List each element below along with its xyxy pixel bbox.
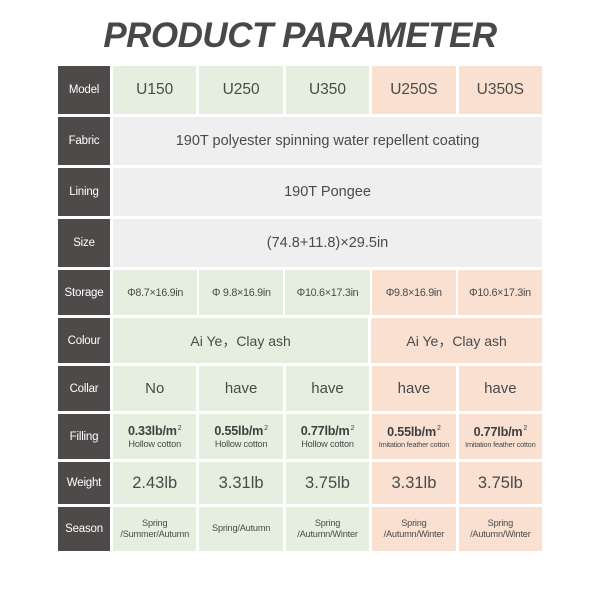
filling-material: Hollow cotton	[214, 439, 268, 449]
table-row-lining: Lining 190T Pongee	[58, 168, 542, 216]
page-title: PRODUCT PARAMETER	[103, 16, 497, 55]
cell-filling-u350: 0.77lb/m2 Hollow cotton	[285, 414, 370, 459]
cell-model-u350: U350	[285, 66, 370, 114]
cell-season-u350s: Spring /Autumn/Winter	[458, 507, 543, 551]
filling-unit-exponent: 2	[436, 425, 441, 433]
row-label-storage: Storage	[58, 270, 110, 315]
cell-weight-u350: 3.75lb	[285, 462, 370, 504]
cell-colour-premium: Ai Ye，Clay ash	[371, 318, 542, 363]
table-row-colour: Colour Ai Ye，Clay ash Ai Ye，Clay ash	[58, 318, 542, 363]
cell-lining-value: 190T Pongee	[113, 168, 542, 216]
cell-weight-u250s: 3.31lb	[372, 462, 456, 504]
table-row-filling: Filling 0.33lb/m2 Hollow cotton 0.55lb/m…	[58, 414, 543, 459]
cell-collar-u350s: have	[458, 366, 543, 411]
table-row-model: Model U150 U250 U350 U250S U350S	[58, 66, 543, 114]
cell-storage-u150: Φ8.7×16.9in	[113, 270, 198, 315]
cell-storage-u350s: Φ10.6×17.3in	[457, 270, 543, 315]
cell-collar-u250s: have	[372, 366, 456, 411]
parameter-table: Model U150 U250 U350 U250S U350S Fabric …	[58, 66, 543, 551]
row-cells-storage: Φ8.7×16.9in Φ 9.8×16.9in Φ10.6×17.3in Φ9…	[113, 270, 543, 315]
cell-fabric-value: 190T polyester spinning water repellent …	[113, 117, 542, 165]
cell-season-u250: Spring/Autumn	[199, 507, 283, 551]
row-cells-filling: 0.33lb/m2 Hollow cotton 0.55lb/m2 Hollow…	[113, 414, 543, 459]
cell-storage-u250s: Φ9.8×16.9in	[371, 270, 456, 315]
filling-material: Imitation feather cotton	[378, 439, 450, 449]
filling-unit-exponent: 2	[350, 424, 355, 432]
row-cells-weight: 2.43lb 3.31lb 3.75lb 3.31lb 3.75lb	[113, 462, 543, 504]
row-label-model: Model	[58, 66, 110, 114]
cell-season-u150: Spring /Summer/Autumn	[113, 507, 197, 551]
filling-amount: 0.33lb/m2	[127, 424, 182, 438]
season-line-2: /Autumn/Winter	[297, 529, 358, 539]
cell-weight-u350s: 3.75lb	[458, 462, 543, 504]
cell-filling-u350s: 0.77lb/m2 Imitation feather cotton	[458, 414, 543, 459]
cell-season-u350: Spring /Autumn/Winter	[285, 507, 370, 551]
cell-weight-u150: 2.43lb	[113, 462, 197, 504]
cell-filling-u150: 0.33lb/m2 Hollow cotton	[113, 414, 197, 459]
cell-collar-u350: have	[285, 366, 370, 411]
cell-colour-standard: Ai Ye，Clay ash	[113, 318, 369, 363]
cell-collar-u150: No	[113, 366, 197, 411]
table-row-weight: Weight 2.43lb 3.31lb 3.75lb 3.31lb 3.75l…	[58, 462, 543, 504]
season-line-2: /Autumn/Winter	[383, 529, 445, 539]
table-row-collar: Collar No have have have have	[58, 366, 543, 411]
row-label-season: Season	[58, 507, 110, 551]
row-cells-collar: No have have have have	[113, 366, 543, 411]
season-line-1: Spring/Autumn	[212, 523, 271, 534]
cell-collar-u250: have	[199, 366, 283, 411]
filling-unit-exponent: 2	[264, 424, 268, 432]
cell-model-u250s: U250S	[372, 66, 456, 114]
filling-unit-exponent: 2	[523, 425, 528, 433]
cell-filling-u250: 0.55lb/m2 Hollow cotton	[199, 414, 283, 459]
row-cells-colour: Ai Ye，Clay ash Ai Ye，Clay ash	[113, 318, 542, 363]
row-label-weight: Weight	[58, 462, 110, 504]
table-row-storage: Storage Φ8.7×16.9in Φ 9.8×16.9in Φ10.6×1…	[58, 270, 543, 315]
table-row-season: Season Spring /Summer/Autumn Spring/Autu…	[58, 507, 543, 551]
row-label-filling: Filling	[58, 414, 110, 459]
filling-unit-exponent: 2	[177, 424, 182, 432]
cell-storage-u250: Φ 9.8×16.9in	[199, 270, 284, 315]
cell-weight-u250: 3.31lb	[199, 462, 283, 504]
table-row-fabric: Fabric 190T polyester spinning water rep…	[58, 117, 542, 165]
filling-material: Hollow cotton	[128, 439, 181, 449]
season-line-2: /Autumn/Winter	[470, 529, 531, 539]
season-line-1: Spring	[142, 517, 168, 528]
row-label-colour: Colour	[58, 318, 110, 363]
row-label-collar: Collar	[58, 366, 110, 411]
cell-size-value: (74.8+11.8)×29.5in	[113, 219, 542, 267]
cell-season-u250s: Spring /Autumn/Winter	[372, 507, 456, 551]
cell-model-u250: U250	[199, 66, 283, 114]
season-line-2: /Summer/Autumn	[120, 529, 190, 539]
table-row-size: Size (74.8+11.8)×29.5in	[58, 219, 542, 267]
filling-amount: 0.55lb/m2	[214, 424, 268, 438]
row-cells-lining: 190T Pongee	[113, 168, 542, 216]
row-cells-model: U150 U250 U350 U250S U350S	[113, 66, 543, 114]
row-cells-size: (74.8+11.8)×29.5in	[113, 219, 542, 267]
filling-material: Imitation feather cotton	[465, 439, 536, 449]
season-line-1: Spring	[487, 517, 514, 528]
row-cells-season: Spring /Summer/Autumn Spring/Autumn Spri…	[113, 507, 543, 551]
cell-storage-u350: Φ10.6×17.3in	[285, 270, 370, 315]
row-cells-fabric: 190T polyester spinning water repellent …	[113, 117, 542, 165]
filling-material: Hollow cotton	[301, 439, 354, 449]
season-line-1: Spring	[401, 517, 427, 528]
filling-amount: 0.77lb/m2	[473, 424, 528, 439]
filling-amount: 0.55lb/m2	[387, 424, 441, 439]
cell-model-u150: U150	[113, 66, 197, 114]
cell-filling-u250s: 0.55lb/m2 Imitation feather cotton	[372, 414, 456, 459]
filling-amount: 0.77lb/m2	[300, 424, 355, 438]
row-label-size: Size	[58, 219, 110, 267]
cell-model-u350s: U350S	[458, 66, 543, 114]
season-line-1: Spring	[314, 517, 341, 528]
row-label-lining: Lining	[58, 168, 110, 216]
row-label-fabric: Fabric	[58, 117, 110, 165]
